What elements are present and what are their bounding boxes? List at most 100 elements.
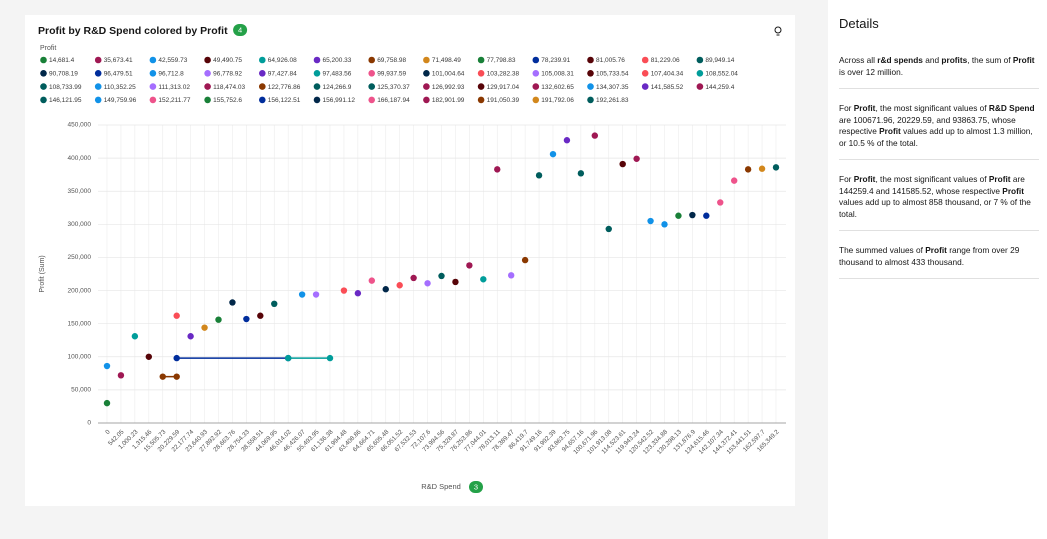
legend-swatch xyxy=(259,96,266,104)
idea-icon[interactable] xyxy=(774,26,782,36)
point xyxy=(675,212,682,219)
legend-swatch xyxy=(477,56,485,64)
legend-label: 146,121.95 xyxy=(49,97,82,104)
details-text: For xyxy=(839,174,854,184)
legend-swatch xyxy=(368,96,376,104)
details-text: is over 12 million. xyxy=(839,66,904,77)
legend-label: 156,991.12 xyxy=(323,97,356,104)
legend-swatch xyxy=(477,70,485,77)
legend-swatch xyxy=(423,96,430,104)
details-emphasis: Profit xyxy=(1002,185,1024,196)
details-paragraph: Across all r&d spends and profits, the s… xyxy=(839,55,1039,89)
legend-swatch xyxy=(204,70,211,77)
legend-swatch xyxy=(368,56,376,64)
x-tick-label: 0 xyxy=(104,428,112,436)
legend-swatch xyxy=(477,96,485,104)
legend-swatch xyxy=(587,83,594,90)
x-badge: 3 xyxy=(474,482,478,491)
legend-swatch xyxy=(204,56,211,64)
legend-swatch xyxy=(40,56,47,64)
point xyxy=(187,333,194,340)
legend-label: 105,008.31 xyxy=(541,71,574,78)
point xyxy=(424,280,431,287)
legend-label: 191,792.06 xyxy=(541,97,574,104)
details-text: range from over 29 thousand to almost 43… xyxy=(839,245,1020,267)
point xyxy=(494,166,501,173)
legend-label: 191,050.39 xyxy=(487,97,520,104)
legend-swatch xyxy=(259,70,266,77)
point xyxy=(354,290,362,297)
point xyxy=(340,287,348,294)
point xyxy=(396,282,403,289)
point xyxy=(173,312,180,319)
legend-label: 118,474.03 xyxy=(213,84,245,91)
details-panel: Details Across all r&d spends and profit… xyxy=(828,0,1047,539)
legend-swatch xyxy=(587,70,594,77)
legend-label: 71,498.49 xyxy=(432,57,461,64)
point xyxy=(131,333,139,340)
legend-label: 134,307.35 xyxy=(596,84,629,91)
y-axis-label: Profit (Sum) xyxy=(39,255,46,292)
point xyxy=(312,291,320,298)
details-emphasis: Profit xyxy=(853,103,876,113)
legend-label: 96,479.51 xyxy=(104,71,133,78)
legend-label: 129,917.04 xyxy=(487,84,520,91)
point xyxy=(758,165,766,172)
legend-label: 64,926.08 xyxy=(268,57,297,64)
point xyxy=(326,354,334,362)
legend-swatch xyxy=(259,56,266,64)
point xyxy=(689,211,696,219)
legend-label: 107,404.34 xyxy=(651,71,684,78)
legend-swatch xyxy=(368,83,376,90)
legend-label: 144,259.4 xyxy=(705,84,734,91)
y-tick-label: 350,000 xyxy=(68,188,92,195)
legend-swatch xyxy=(149,70,157,77)
legend-label: 49,490.75 xyxy=(213,57,242,64)
legend-label: 101,004.64 xyxy=(432,71,465,78)
point xyxy=(717,199,724,206)
details-text: , the sum of xyxy=(967,55,1013,65)
point xyxy=(173,354,180,362)
point xyxy=(284,354,292,362)
legend-label: 42,559.73 xyxy=(158,57,187,64)
chart-title: Profit by R&D Spend colored by Profit xyxy=(38,25,228,37)
details-title: Details xyxy=(839,16,879,31)
point xyxy=(619,160,626,168)
details-text: values add up to almost 858 thousand, or… xyxy=(839,197,1031,219)
legend-label: 78,239.91 xyxy=(541,57,570,64)
chart: Profit by R&D Spend colored by Profit 4 … xyxy=(25,15,795,506)
legend-swatch xyxy=(149,83,157,90)
legend-label: 14,681.4 xyxy=(49,57,75,64)
point xyxy=(438,272,445,280)
legend-label: 81,229.06 xyxy=(651,57,680,64)
point xyxy=(744,166,752,173)
legend-label: 99,937.59 xyxy=(377,71,406,78)
legend-swatch xyxy=(532,96,540,104)
legend-swatch xyxy=(532,70,540,77)
legend-swatch xyxy=(94,96,102,104)
x-axis-label: R&D Spend xyxy=(421,482,461,491)
point xyxy=(591,132,599,139)
legend-label: 156,122.51 xyxy=(268,97,301,104)
details-text: For xyxy=(839,103,854,113)
legend-label: 149,759.96 xyxy=(104,97,137,104)
point xyxy=(605,225,612,233)
legend-label: 182,901.99 xyxy=(432,97,465,104)
legend-label: 89,949.14 xyxy=(705,57,734,64)
point xyxy=(703,212,710,219)
legend-swatch xyxy=(423,70,430,77)
details-paragraph: For Profit, the most significant values … xyxy=(839,174,1039,231)
point xyxy=(271,300,278,307)
point xyxy=(243,315,250,323)
legend-swatch xyxy=(94,83,102,90)
legend-label: 35,673.41 xyxy=(104,57,133,64)
legend-label: 108,552.04 xyxy=(705,71,738,78)
point xyxy=(229,299,236,306)
legend-label: 141,585.52 xyxy=(651,84,684,91)
legend-swatch xyxy=(40,83,47,90)
point xyxy=(103,362,111,370)
point xyxy=(201,324,208,331)
legend-swatch xyxy=(423,83,430,90)
legend-label: 110,352.25 xyxy=(104,84,136,91)
details-paragraph: For Profit, the most significant values … xyxy=(839,103,1039,160)
